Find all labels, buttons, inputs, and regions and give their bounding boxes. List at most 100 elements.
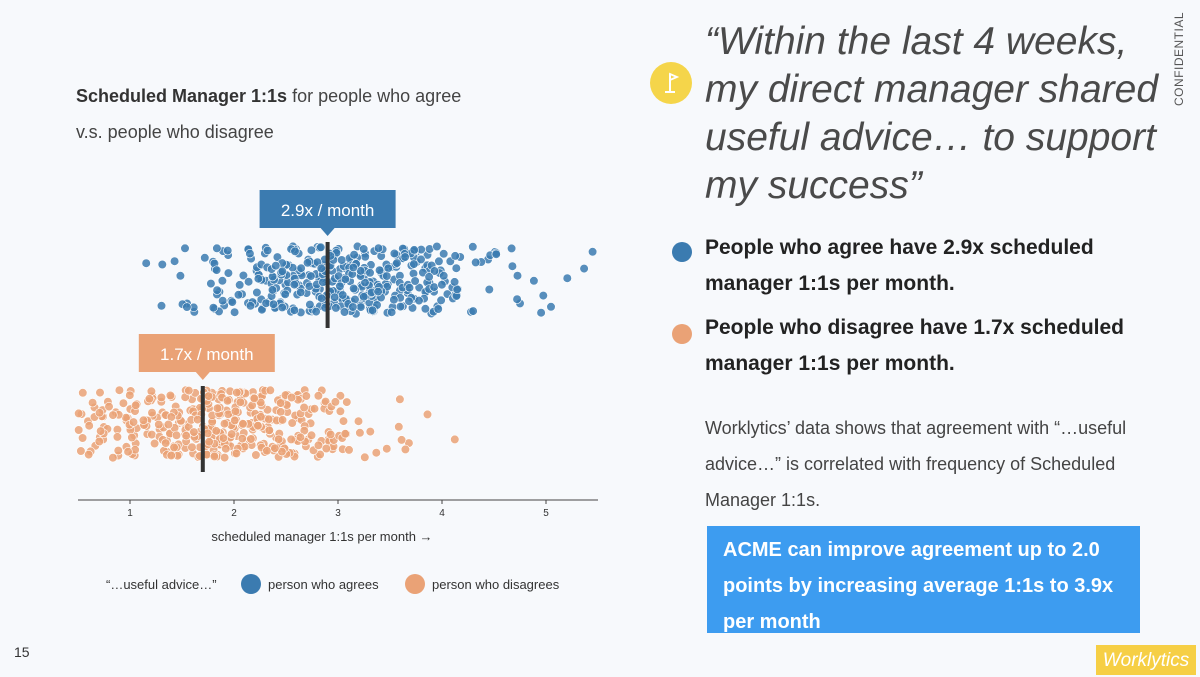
data-point bbox=[268, 299, 279, 309]
data-point bbox=[211, 426, 221, 436]
data-point bbox=[339, 307, 350, 317]
legend-title: “…useful advice…” bbox=[106, 577, 217, 592]
data-point bbox=[271, 261, 281, 271]
data-point bbox=[337, 255, 347, 265]
data-point bbox=[256, 412, 266, 422]
data-point bbox=[335, 391, 346, 401]
data-point bbox=[219, 419, 230, 429]
data-point bbox=[414, 283, 424, 293]
data-point bbox=[233, 290, 244, 300]
data-point bbox=[416, 254, 426, 264]
data-point bbox=[410, 276, 420, 286]
disagree-bullet-icon bbox=[672, 324, 692, 344]
data-point bbox=[301, 391, 311, 401]
data-point bbox=[286, 434, 296, 445]
data-point bbox=[409, 245, 419, 255]
data-point bbox=[289, 280, 299, 290]
data-point bbox=[355, 428, 365, 438]
data-point bbox=[335, 281, 345, 291]
data-point bbox=[147, 408, 157, 418]
data-point bbox=[306, 245, 317, 255]
recommendation-callout: ACME can improve agreement up to 2.0 poi… bbox=[707, 526, 1140, 633]
data-point bbox=[313, 391, 324, 401]
data-point bbox=[232, 388, 242, 398]
data-point bbox=[315, 449, 325, 460]
data-point bbox=[394, 422, 404, 432]
chart-title: Scheduled Manager 1:1s for people who ag… bbox=[76, 78, 546, 150]
data-point bbox=[253, 421, 263, 431]
data-point bbox=[422, 409, 433, 420]
data-point bbox=[468, 306, 478, 316]
confidential-label: CONFIDENTIAL bbox=[1168, 8, 1192, 108]
data-point bbox=[274, 434, 284, 444]
data-point bbox=[187, 442, 197, 452]
agree-bullet-text: People who agree have 2.9x scheduled man… bbox=[705, 236, 1094, 295]
data-point bbox=[536, 308, 546, 318]
data-point bbox=[253, 274, 263, 284]
data-point bbox=[280, 289, 290, 299]
data-point bbox=[263, 245, 273, 256]
data-point bbox=[392, 258, 402, 268]
data-point bbox=[212, 285, 222, 295]
data-point bbox=[400, 444, 411, 455]
data-point bbox=[389, 248, 400, 259]
data-point bbox=[157, 259, 167, 270]
data-point bbox=[146, 386, 156, 396]
data-point bbox=[579, 264, 589, 274]
data-point bbox=[220, 453, 230, 463]
data-point bbox=[409, 259, 419, 269]
data-point bbox=[365, 427, 375, 437]
data-point bbox=[76, 446, 86, 456]
data-point bbox=[387, 307, 397, 317]
mean-label-box bbox=[259, 190, 396, 228]
data-point bbox=[212, 403, 223, 413]
data-point bbox=[74, 425, 84, 435]
data-point bbox=[330, 292, 340, 302]
series-agree-points bbox=[141, 241, 598, 319]
data-point bbox=[340, 429, 350, 439]
data-point bbox=[170, 256, 180, 266]
data-point bbox=[161, 438, 171, 448]
confidential-text: CONFIDENTIAL bbox=[1172, 11, 1186, 106]
data-point bbox=[450, 251, 460, 261]
data-point bbox=[356, 302, 366, 312]
data-point bbox=[424, 272, 434, 282]
x-tick-label: 2 bbox=[231, 508, 237, 519]
x-axis-label: scheduled manager 1:1s per month → bbox=[211, 529, 432, 544]
data-point bbox=[512, 271, 523, 281]
legend-swatch bbox=[241, 574, 261, 594]
data-point bbox=[276, 407, 286, 417]
data-point bbox=[267, 285, 278, 295]
data-point bbox=[221, 444, 231, 454]
data-point bbox=[156, 301, 167, 311]
data-point bbox=[562, 273, 572, 283]
chart-title-rest: for people who agree bbox=[292, 86, 462, 106]
data-point bbox=[338, 416, 349, 426]
data-point bbox=[356, 266, 366, 276]
data-point bbox=[212, 265, 222, 275]
data-point bbox=[147, 430, 157, 440]
data-point bbox=[268, 272, 278, 282]
data-point bbox=[512, 294, 522, 304]
x-tick-label: 3 bbox=[335, 508, 341, 519]
data-point bbox=[113, 446, 123, 456]
data-point bbox=[382, 271, 392, 281]
legend-swatch bbox=[405, 574, 425, 594]
data-point bbox=[231, 448, 241, 459]
data-point bbox=[175, 271, 185, 281]
agree-bullet-icon bbox=[672, 242, 692, 262]
data-point bbox=[108, 453, 118, 463]
data-point bbox=[252, 287, 262, 298]
data-point bbox=[348, 262, 358, 273]
data-point bbox=[317, 293, 327, 303]
data-point bbox=[360, 278, 370, 288]
data-point bbox=[166, 450, 176, 461]
data-point bbox=[507, 261, 518, 271]
data-point bbox=[276, 398, 286, 408]
data-point bbox=[206, 279, 216, 289]
data-point bbox=[375, 265, 385, 275]
data-point bbox=[397, 435, 407, 445]
data-point bbox=[404, 283, 415, 293]
data-point bbox=[289, 305, 300, 315]
data-point bbox=[230, 307, 240, 317]
